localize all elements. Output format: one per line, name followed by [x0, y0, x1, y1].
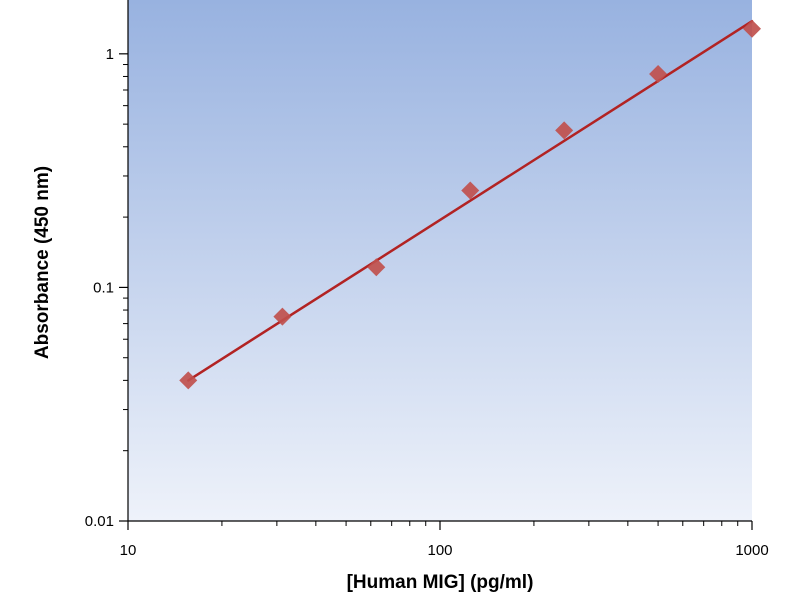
- data-point-marker: [273, 307, 292, 326]
- y-tick-labels: 0.01 0.1 1: [85, 46, 114, 530]
- y-tick-label: 1: [106, 46, 114, 63]
- x-tick-label: 10: [120, 542, 137, 559]
- data-point-marker: [743, 19, 761, 38]
- x-major-ticks: [127, 521, 753, 530]
- x-tick-label: 1000: [735, 542, 768, 559]
- y-minor-ticks: [123, 64, 128, 452]
- y-major-ticks: [119, 53, 128, 522]
- data-point-marker: [367, 258, 386, 277]
- data-point-marker: [179, 371, 198, 390]
- y-axis-title: Absorbance (450 nm): [32, 166, 53, 359]
- y-tick-label: 0.01: [85, 513, 114, 530]
- x-tick-labels: 10 100 1000: [120, 542, 769, 559]
- x-axis-title: [Human MIG] (pg/ml): [347, 572, 534, 593]
- y-tick-label: 0.1: [93, 279, 114, 296]
- series-layer: [179, 19, 761, 390]
- x-tick-label: 100: [427, 542, 452, 559]
- x-minor-ticks: [221, 521, 739, 526]
- data-point-marker: [461, 181, 480, 200]
- data-point-marker: [649, 64, 668, 83]
- data-point-marker: [555, 121, 574, 140]
